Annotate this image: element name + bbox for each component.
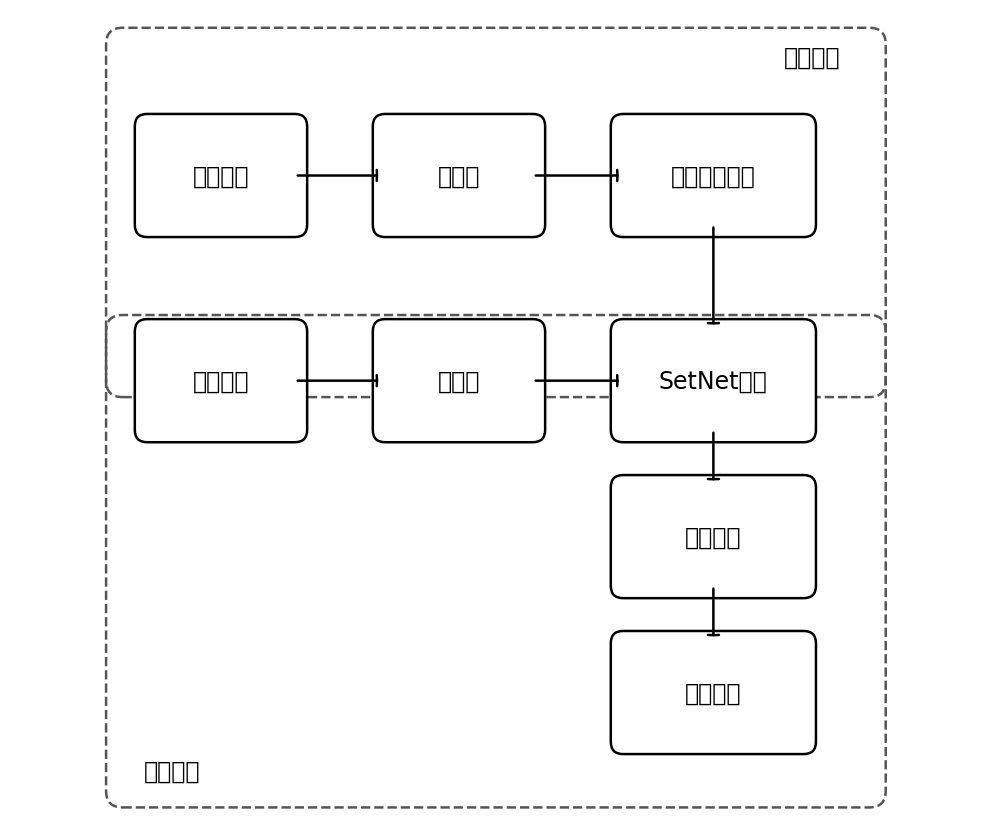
FancyBboxPatch shape — [611, 631, 816, 754]
Text: 预处理: 预处理 — [438, 164, 480, 188]
Text: 测试阶段: 测试阶段 — [143, 758, 200, 782]
FancyBboxPatch shape — [611, 115, 816, 238]
FancyBboxPatch shape — [373, 115, 545, 238]
FancyBboxPatch shape — [373, 320, 545, 443]
Text: 步态特征: 步态特征 — [685, 525, 742, 549]
Text: 预处理: 预处理 — [438, 369, 480, 393]
FancyBboxPatch shape — [135, 115, 307, 238]
FancyBboxPatch shape — [135, 320, 307, 443]
Text: 测试数据: 测试数据 — [193, 369, 249, 393]
Text: 训练阶段: 训练阶段 — [784, 46, 840, 70]
Text: 识别结果: 识别结果 — [685, 681, 742, 705]
Text: 训练数据: 训练数据 — [193, 164, 249, 188]
Text: 优化网络参数: 优化网络参数 — [671, 164, 756, 188]
FancyBboxPatch shape — [611, 320, 816, 443]
Text: SetNet网络: SetNet网络 — [659, 369, 768, 393]
FancyBboxPatch shape — [611, 475, 816, 599]
